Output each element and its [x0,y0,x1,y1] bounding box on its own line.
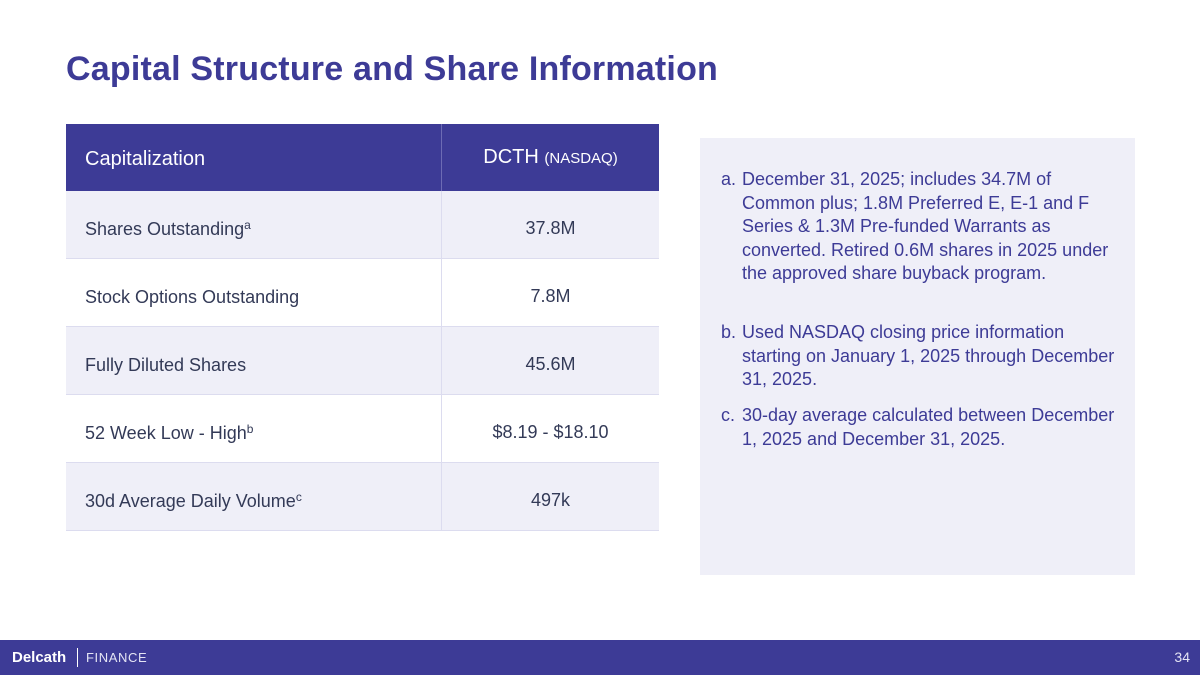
footnotes-panel: a. December 31, 2025; includes 34.7M of … [700,138,1135,575]
page-number: 34 [1174,649,1190,665]
table-header: Capitalization DCTH (NASDAQ) [66,124,659,191]
company-logo: Delcath [12,649,67,666]
footnote-marker: b [246,422,254,436]
footer-bar: Delcath FINANCE 34 [0,640,1200,675]
row-value: 37.8M [525,218,576,238]
footnote-a: a. December 31, 2025; includes 34.7M of … [721,168,1121,286]
header-ticker-label: DCTH [483,146,539,168]
table-row: Stock Options Outstanding 7.8M [66,259,659,327]
footnote-marker: c [295,490,302,504]
section-label: FINANCE [86,650,148,665]
footnote-text: Used NASDAQ closing price information st… [742,322,1115,389]
footnote-text: 30-day average calculated between Decemb… [742,405,1115,449]
capitalization-table: Capitalization DCTH (NASDAQ) Shares Outs… [66,124,659,531]
table-row: Shares Outstandinga 37.8M [66,191,659,259]
footnote-marker: a [244,218,251,232]
row-value: 45.6M [525,354,576,374]
footer-divider [77,648,78,667]
table-row: 30d Average Daily Volumec 497k [66,463,659,531]
table-row: 52 Week Low - Highb $8.19 - $18.10 [66,395,659,463]
header-exchange: (NASDAQ) [544,150,618,167]
row-label: Stock Options Outstanding [66,259,442,326]
footnote-mark: c. [721,405,736,425]
row-label: Shares Outstandinga [66,191,442,258]
footnote-text: December 31, 2025; includes 34.7M of Com… [742,169,1109,283]
row-value: 497k [530,490,571,510]
footnote-b: b. Used NASDAQ closing price information… [721,321,1121,392]
row-label: Fully Diluted Shares [66,327,442,394]
table-row: Fully Diluted Shares 45.6M [66,327,659,395]
row-label: 52 Week Low - Highb [66,395,442,462]
page-title: Capital Structure and Share Information [66,50,719,88]
footnote-mark: b. [721,322,737,342]
footnote-mark: a. [721,169,737,189]
row-value: 7.8M [530,286,571,306]
row-value: $8.19 - $18.10 [492,422,609,442]
header-ticker: DCTH (NASDAQ) [442,124,659,191]
row-label: 30d Average Daily Volumec [66,463,442,530]
header-capitalization: Capitalization [66,124,442,191]
footnote-c: c. 30-day average calculated between Dec… [721,404,1121,451]
